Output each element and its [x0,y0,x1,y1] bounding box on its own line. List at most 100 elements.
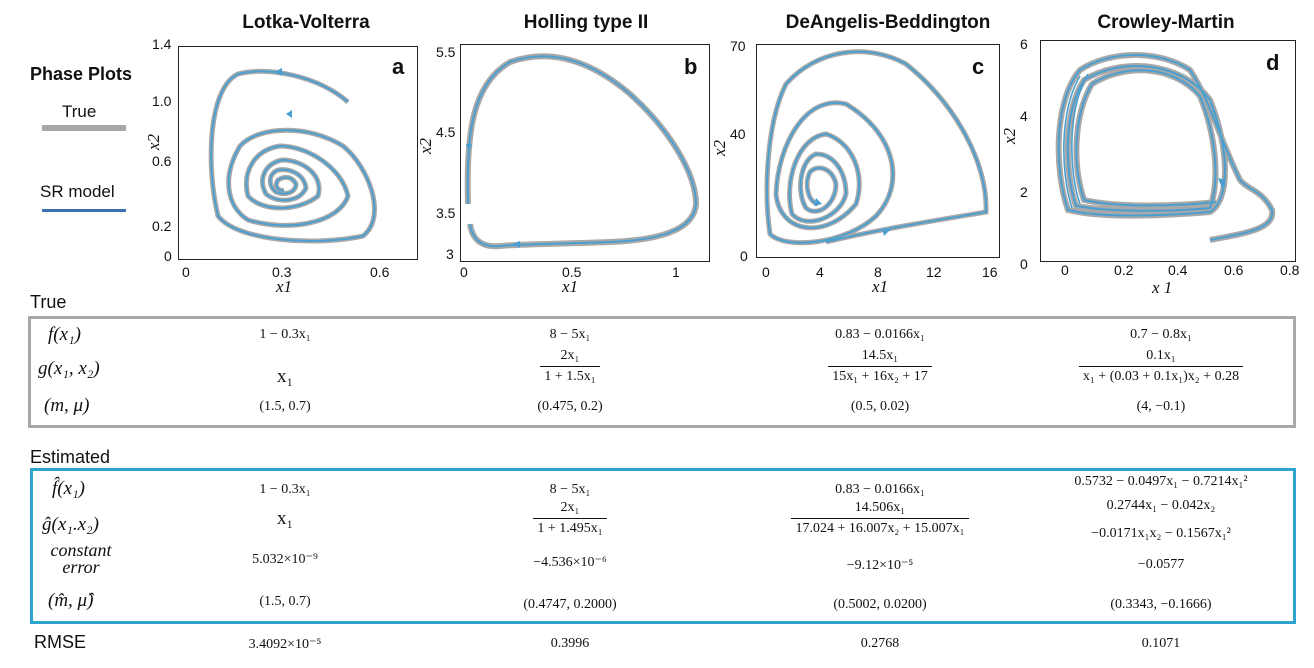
xtick-a-0: 0 [182,264,190,280]
rmse-label: RMSE [34,632,87,652]
est-c-3: −9.12×10⁻⁵ [846,558,914,573]
xtick-d-0: 0 [1061,262,1069,278]
est-f-1: 1 − 0.3x₁ [259,482,311,497]
est-row-label-f: f̂(x₁) [52,478,85,499]
xtick-d-1: 0.2 [1114,262,1134,278]
true-g-3: 14.5x₁ 15x₁ + 16x₂ + 17 [770,348,990,385]
true-f-1: 1 − 0.3x₁ [259,327,311,342]
ytick-d-2: 2 [1020,184,1028,200]
true-g-3-num: 14.5x₁ [828,348,932,367]
est-m-4: (0.3343, −0.1666) [1110,597,1212,612]
panel-letter-c: c [972,54,985,79]
ytick-a-2: 0.6 [152,153,172,169]
xtick-a-2: 0.6 [370,264,390,280]
ylabel-b: x2 [416,137,436,155]
xtick-b-2: 1 [672,264,680,280]
est-g-4-line1: 0.2744x₁ − 0.042x₂ [1106,498,1216,513]
xlabel-b: x1 [562,277,579,296]
ytick-c-2: 0 [740,248,748,264]
ylabel-a: x2 [144,133,164,151]
panel-letter-b: b [684,54,698,79]
true-g-2-num: 2x₁ [540,348,600,367]
true-m-1: (1.5, 0.7) [259,399,311,414]
trajectory-a [208,68,377,244]
ytick-b-0: 5.5 [436,44,456,60]
legend-sr-swatch [42,209,126,212]
legend-sr-label: SR model [40,182,115,201]
legend-title: Phase Plots [30,64,133,84]
true-m-3: (0.5, 0.02) [850,399,910,414]
ylabel-c: x2 [710,139,730,157]
trajectory-c [764,49,989,246]
est-m-2: (0.4747, 0.2000) [523,597,617,612]
panel-letter-d: d [1266,50,1280,75]
ytick-d-0: 6 [1020,36,1028,52]
plot-frame-d [1040,40,1296,262]
est-f-2: 8 − 5x₁ [549,482,591,497]
est-c-4: −0.0577 [1137,557,1185,572]
true-row-label-g: g(x₁, x₂) [38,358,100,379]
true-g-2: 2x₁ 1 + 1.5x₁ [470,348,670,385]
plot-frame-b [460,44,710,262]
ytick-b-1: 4.5 [436,124,456,140]
true-f-2: 8 − 5x₁ [549,327,591,342]
true-g-3-den: 15x₁ + 16x₂ + 17 [832,369,928,384]
plot-title-a: Lotka-Volterra [242,12,370,33]
xtick-c-2: 8 [874,264,882,280]
true-f-3: 0.83 − 0.0166x₁ [835,327,925,342]
est-row-label-m: (m̂, μ̂) [48,590,94,611]
xlabel-a: x1 [276,277,293,296]
est-f-3: 0.83 − 0.0166x₁ [835,482,925,497]
plot-title-c: DeAngelis-Beddington [785,12,991,33]
est-g-1: x₁ [276,508,294,529]
ytick-b-2: 3.5 [436,205,456,221]
true-section-box [28,316,1296,428]
est-section-box [30,468,1296,624]
est-row-label-const: constant error [36,540,126,577]
ytick-d-1: 4 [1020,108,1028,124]
rmse-value-4: 0.1071 [1141,636,1181,651]
ytick-c-0: 70 [730,38,746,54]
true-m-4: (4, −0.1) [1136,399,1186,414]
trajectory-d [1055,52,1276,243]
ytick-c-1: 40 [730,126,746,142]
est-g-2-num: 2x₁ [533,500,607,519]
xlabel-d: x 1 [1152,278,1173,297]
est-m-1: (1.5, 0.7) [259,594,311,609]
true-g-2-den: 1 + 1.5x₁ [544,369,596,384]
true-g-4-den: x₁ + (0.03 + 0.1x₁)x₂ + 0.28 [1082,369,1240,384]
xtick-d-3: 0.6 [1224,262,1244,278]
ytick-a-1: 1.0 [152,93,172,109]
ytick-a-4: 0 [164,248,172,264]
true-g-4-num: 0.1x₁ [1078,348,1244,367]
est-c-1: 5.032×10⁻⁹ [252,552,318,567]
est-row-label-const-line2: error [62,557,100,577]
ytick-b-3: 3 [446,246,454,262]
rmse-value-1: 3.4092×10⁻⁵ [248,637,322,652]
rmse-value-3: 0.2768 [860,636,900,651]
est-g-3-den: 17.024 + 16.007x₂ + 15.007x₁ [795,521,965,536]
est-g-3-num: 14.506x₁ [791,500,969,519]
est-section-label: Estimated [30,447,111,467]
legend-true-swatch [42,125,126,131]
ytick-a-0: 1.4 [152,36,172,52]
est-m-3: (0.5002, 0.0200) [833,597,927,612]
true-g-1: x₁ [276,366,294,387]
est-g-3: 14.506x₁ 17.024 + 16.007x₂ + 15.007x₁ [760,500,1000,537]
trajectory-b [464,53,700,250]
est-row-label-const-line1: constant [50,540,112,560]
est-g-4-line2: −0.0171x₁x₂ − 0.1567x₁² [1091,526,1231,541]
est-g-2-den: 1 + 1.495x₁ [537,521,603,536]
xtick-a-1: 0.3 [272,264,292,280]
true-g-4: 0.1x₁ x₁ + (0.03 + 0.1x₁)x₂ + 0.28 [1046,348,1276,385]
est-row-label-g: ĝ(x₁.x₂) [42,514,99,535]
xtick-b-0: 0 [460,264,468,280]
ytick-a-3: 0.2 [152,218,172,234]
est-c-2: −4.536×10⁻⁶ [533,555,607,570]
xtick-b-1: 0.5 [562,264,582,280]
xtick-c-1: 4 [816,264,824,280]
true-row-label-m: (m, μ) [44,395,90,416]
true-m-2: (0.475, 0.2) [537,399,603,414]
panel-letter-a: a [392,54,405,79]
xtick-c-0: 0 [762,264,770,280]
